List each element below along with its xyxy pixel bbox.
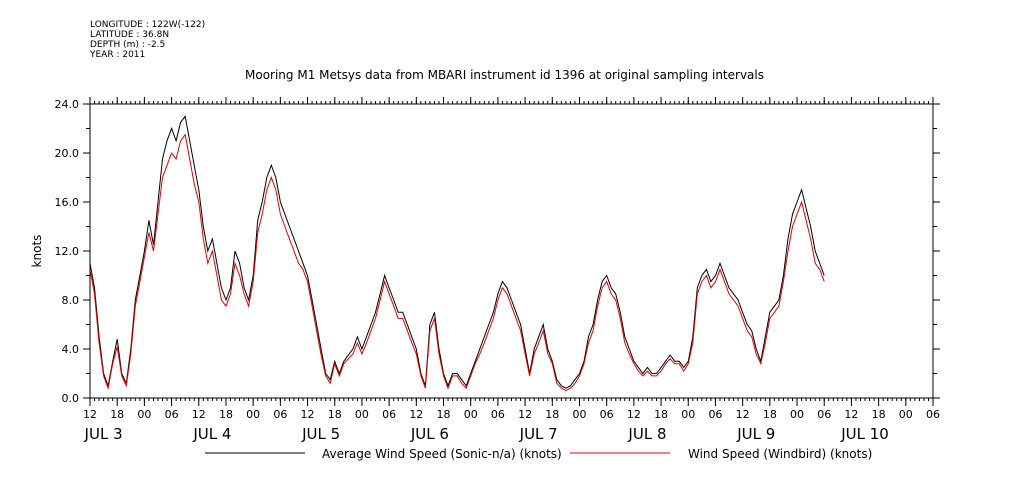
longitude-text: LONGITUDE : 122W(-122) — [90, 20, 206, 30]
year-text: YEAR : 2011 — [90, 50, 146, 60]
x-tick-label: 18 — [545, 408, 559, 421]
x-tick-label: 12 — [736, 408, 750, 421]
legend-label-windbird: Wind Speed (Windbird) (knots) — [688, 447, 872, 461]
x-tick-label: 06 — [273, 408, 287, 421]
x-tick-label: 12 — [192, 408, 206, 421]
y-tick-label: 20.0 — [55, 147, 80, 160]
chart-title: Mooring M1 Metsys data from MBARI instru… — [245, 68, 764, 82]
x-tick-label: 12 — [83, 408, 97, 421]
x-tick-label: 18 — [654, 408, 668, 421]
x-tick-label: 00 — [464, 408, 478, 421]
legend-label-average: Average Wind Speed (Sonic-n/a) (knots) — [322, 447, 562, 461]
y-tick-label: 24.0 — [55, 98, 80, 111]
x-tick-label: 06 — [600, 408, 614, 421]
x-tick-label: 18 — [872, 408, 886, 421]
x-tick-label: 06 — [382, 408, 396, 421]
x-tick-label: 12 — [301, 408, 315, 421]
x-tick-label: 00 — [246, 408, 260, 421]
x-tick-label: 00 — [681, 408, 695, 421]
x-tick-label: 18 — [328, 408, 342, 421]
day-label: JUL 10 — [840, 425, 889, 443]
x-tick-label: 06 — [708, 408, 722, 421]
latitude-text: LATITUDE : 36.8N — [90, 30, 170, 40]
x-tick-label: 06 — [491, 408, 505, 421]
series-line-average-wind — [89, 115, 825, 389]
y-tick-label: 16.0 — [55, 196, 80, 209]
chart-legend: Average Wind Speed (Sonic-n/a) (knots) W… — [205, 447, 872, 461]
day-label: JUL 5 — [301, 425, 340, 443]
x-tick-label: 12 — [627, 408, 641, 421]
day-label: JUL 8 — [627, 425, 666, 443]
depth-text: DEPTH (m) : -2.5 — [90, 40, 166, 50]
x-tick-label: 18 — [219, 408, 233, 421]
day-label: JUL 4 — [192, 425, 231, 443]
series-line-windbird — [89, 133, 825, 392]
day-label: JUL 6 — [410, 425, 449, 443]
x-tick-label: 00 — [899, 408, 913, 421]
x-tick-label: 18 — [110, 408, 124, 421]
day-label: JUL 9 — [736, 425, 775, 443]
x-tick-label: 00 — [355, 408, 369, 421]
x-tick-label: 00 — [572, 408, 586, 421]
day-label: JUL 3 — [84, 425, 123, 443]
x-tick-label: 18 — [437, 408, 451, 421]
x-tick-label: 12 — [409, 408, 423, 421]
x-tick-label: 12 — [844, 408, 858, 421]
x-tick-label: 12 — [518, 408, 532, 421]
y-axis-label: knots — [30, 235, 44, 268]
x-tick-label: 06 — [926, 408, 940, 421]
y-tick-label: 0.0 — [62, 392, 80, 405]
metadata-block: LONGITUDE : 122W(-122) LATITUDE : 36.8N … — [90, 20, 205, 60]
day-label: JUL 7 — [519, 425, 558, 443]
y-tick-label: 4.0 — [62, 343, 80, 356]
x-tick-label: 00 — [137, 408, 151, 421]
chart-series — [89, 115, 825, 392]
y-tick-label: 12.0 — [55, 245, 80, 258]
x-tick-label: 06 — [165, 408, 179, 421]
x-tick-label: 18 — [763, 408, 777, 421]
x-tick-label: 00 — [790, 408, 804, 421]
chart-axes: 0.0 4.0 8.0 12.0 16.0 20.0 24.0 12 18 00 06 12 18 00 0… — [55, 97, 940, 443]
plot-frame — [89, 103, 934, 399]
x-tick-label: 06 — [817, 408, 831, 421]
y-tick-label: 8.0 — [62, 294, 80, 307]
